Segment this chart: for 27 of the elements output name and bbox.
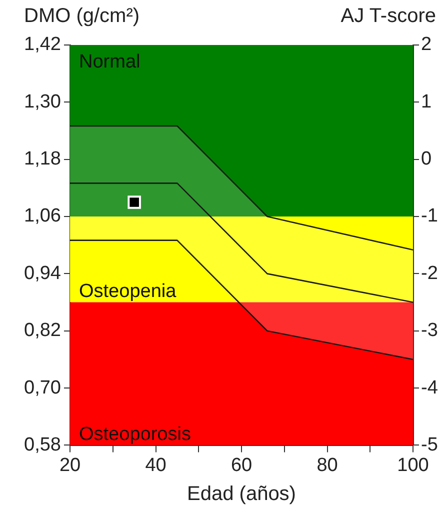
y-tick-label: 0,58 (24, 434, 61, 456)
x-tick-label: 100 (397, 454, 429, 476)
band-label: Normal (79, 52, 140, 73)
y-axis-title: DMO (g/cm²) (24, 5, 140, 27)
y-tick-label: 0,94 (24, 262, 62, 284)
y2-axis-title: AJ T-score (340, 5, 436, 27)
y-tick-label: 0,82 (24, 320, 61, 342)
y2-tick-label: 1 (421, 91, 432, 112)
y2-tick-label: -3 (421, 320, 438, 342)
y-tick-label: 1,42 (24, 34, 61, 56)
x-tick-label: 60 (230, 454, 252, 476)
y2-tick-label: -5 (421, 434, 438, 456)
x-tick-label: 80 (316, 454, 338, 476)
y2-tick-label: -1 (421, 206, 438, 227)
y-tick-label: 1,18 (24, 148, 61, 170)
band-label: Osteoporosis (79, 424, 191, 445)
y2-tick-label: -2 (421, 262, 438, 284)
band-label: Osteopenia (79, 281, 177, 302)
x-axis-title: Edad (años) (187, 483, 296, 505)
y2-tick-label: 0 (421, 148, 432, 170)
x-tick-label: 40 (145, 454, 166, 476)
y2-tick-label: 2 (421, 34, 432, 56)
y2-tick-label: -4 (421, 377, 438, 398)
y-tick-label: 0,70 (24, 377, 61, 398)
x-tick-label: 20 (59, 454, 81, 476)
y-tick-label: 1,30 (24, 91, 61, 112)
y-tick-label: 1,06 (24, 206, 61, 227)
